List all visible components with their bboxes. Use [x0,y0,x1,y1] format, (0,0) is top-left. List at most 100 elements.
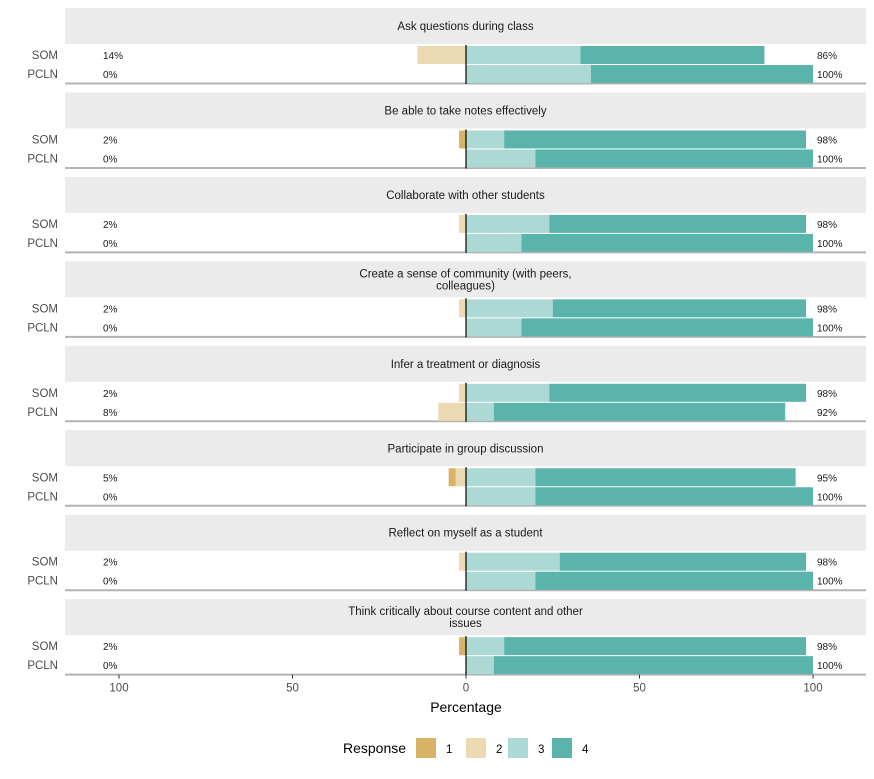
x-tick-label: 100 [803,683,822,695]
bar-segment-level-3 [466,214,550,233]
bar-segment-level-4 [549,383,807,402]
right-percent-label: 100% [817,661,843,672]
right-percent-label: 98% [817,389,837,400]
bar-segment-level-4 [535,468,796,487]
left-percent-label: 0% [103,154,118,165]
right-percent-label: 100% [817,70,843,81]
group-label: SOM [32,303,58,315]
bar-segment-level-4 [504,130,807,149]
panel-strip [65,261,866,298]
group-label: PCLN [27,407,58,419]
left-percent-label: 2% [103,389,118,400]
right-percent-label: 98% [817,304,837,315]
bar-segment-level-2 [459,214,466,233]
legend-swatch-3 [508,738,528,758]
bar-segment-level-4 [493,402,786,421]
group-label: PCLN [27,69,58,81]
bar-segment-level-4 [535,487,813,506]
bar-segment-level-4 [521,233,813,252]
bar-segment-level-4 [590,65,813,83]
panel-strip [65,514,866,551]
x-axis-title: Percentage [430,699,502,715]
left-percent-label: 0% [103,577,118,588]
panel-strip [65,176,866,213]
right-percent-label: 100% [817,323,843,334]
bar-segment-level-4 [559,552,807,571]
bar-segment-level-3 [466,149,536,168]
bar-segment-level-4 [552,299,807,318]
bar-segment-level-3 [466,468,536,487]
group-label: SOM [32,219,58,231]
bar-segment-level-4 [535,571,813,590]
bar-segment-level-4 [504,637,807,656]
bar-segment-level-3 [466,65,591,83]
bar-segment-level-4 [535,149,813,168]
group-label: SOM [32,557,58,569]
group-label: SOM [32,641,58,653]
panel-strip [65,599,866,636]
bar-segment-level-3 [466,656,494,675]
legend-label: 2 [496,744,502,756]
right-percent-label: 98% [817,220,837,231]
bar-segment-level-2 [459,299,466,318]
right-percent-label: 100% [817,577,843,588]
bar-segment-level-3 [466,402,494,421]
right-percent-label: 95% [817,473,837,484]
legend-label: 3 [538,744,544,756]
bar-segment-level-1 [459,130,466,149]
panel-strip [65,430,866,467]
panel-title: Think critically about course content an… [348,606,583,618]
panel-title: colleagues) [436,280,495,292]
bar-segment-level-3 [466,318,522,337]
legend-swatch-4 [552,738,572,758]
group-label: PCLN [27,153,58,165]
panel-title: issues [449,618,482,630]
group-label: SOM [32,472,58,484]
bar-segment-level-3 [466,383,550,402]
right-percent-label: 86% [817,51,837,62]
left-percent-label: 2% [103,642,118,653]
bar-segment-level-3 [466,552,560,571]
panel-title: Create a sense of community (with peers, [359,268,571,280]
bar-segment-level-2 [459,383,466,402]
x-tick-label: 50 [633,683,646,695]
bar-segment-level-4 [580,46,765,64]
group-label: PCLN [27,660,58,672]
panel-strip [65,92,866,129]
left-percent-label: 0% [103,70,118,81]
legend-title: Response [343,740,406,756]
left-percent-label: 2% [103,220,118,231]
bar-segment-level-4 [493,656,813,675]
bar-segment-level-2 [459,552,466,571]
x-tick-label: 0 [463,683,469,695]
left-percent-label: 2% [103,558,118,569]
right-percent-label: 100% [817,239,843,250]
bar-segment-level-3 [466,637,505,656]
legend-label: 4 [582,744,589,756]
group-label: SOM [32,134,58,146]
bar-segment-level-3 [466,571,536,590]
panel-title: Be able to take notes effectively [384,105,546,117]
left-percent-label: 2% [103,304,118,315]
left-percent-label: 0% [103,661,118,672]
group-label: PCLN [27,322,58,334]
right-percent-label: 98% [817,135,837,146]
bar-segment-level-1 [459,637,466,656]
right-percent-label: 92% [817,408,837,419]
panel-title: Infer a treatment or diagnosis [391,359,541,371]
legend-label: 1 [446,744,452,756]
panel-title: Reflect on myself as a student [388,528,543,540]
panel-title: Participate in group discussion [388,443,544,455]
bar-segment-level-4 [549,214,807,233]
left-percent-label: 5% [103,473,118,484]
bar-segment-level-3 [466,130,505,149]
bar-segment-level-2 [455,468,466,487]
x-tick-label: 50 [286,683,299,695]
left-percent-label: 0% [103,492,118,503]
panel-title: Ask questions during class [397,21,533,33]
group-label: PCLN [27,576,58,588]
left-percent-label: 2% [103,135,118,146]
right-percent-label: 100% [817,492,843,503]
x-tick-label: 100 [109,683,128,695]
